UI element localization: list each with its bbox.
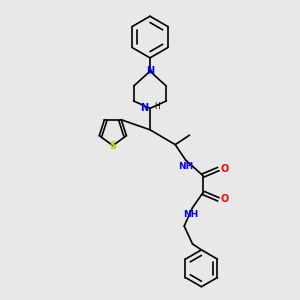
Text: N: N — [140, 103, 148, 113]
Text: H: H — [154, 102, 160, 111]
Text: O: O — [221, 164, 229, 174]
Text: S: S — [109, 140, 116, 151]
Text: NH: NH — [183, 210, 199, 219]
Text: N: N — [146, 66, 154, 76]
Text: NH: NH — [178, 162, 193, 171]
Text: O: O — [221, 194, 229, 204]
